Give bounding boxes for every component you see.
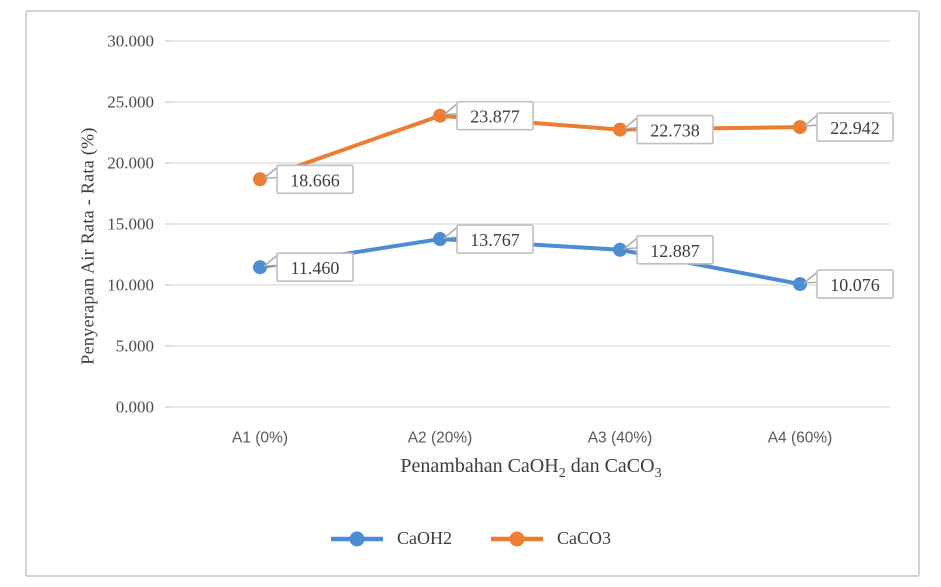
y-gridlines: 0.000 5.000 10.000 15.000 20.000 25.000 30.000 <box>107 32 890 417</box>
data-label: 23.877 <box>470 107 520 127</box>
data-label: 18.666 <box>290 170 340 190</box>
data-label-callout: 10.076 <box>803 269 894 299</box>
callout-box <box>816 269 894 299</box>
data-label: 12.887 <box>650 241 700 261</box>
data-label: 13.767 <box>470 230 520 250</box>
legend-marker-caco3-icon <box>491 531 543 546</box>
y-tick-label: 25.000 <box>107 93 154 112</box>
x-axis-title-text: dan CaCO <box>565 455 655 477</box>
y-tick-label: 5.000 <box>116 337 154 356</box>
x-tick-label: A1 (0%) <box>232 430 288 447</box>
data-point-marker <box>793 120 807 135</box>
data-label-callout: 22.738 <box>623 114 714 145</box>
data-label-callout: 13.767 <box>443 224 534 254</box>
callout-box <box>456 224 534 254</box>
y-tick-label: 30.000 <box>107 32 154 51</box>
x-category-labels: A1 (0%) A2 (20%) A3 (40%) A4 (60%) <box>232 430 832 447</box>
callout-box <box>456 100 534 131</box>
data-label-callout: 22.942 <box>803 112 894 142</box>
callout-box <box>636 234 714 265</box>
y-tick-label: 0.000 <box>116 398 154 417</box>
legend-item-caoh2: CaOH2 <box>330 528 452 549</box>
data-point-marker <box>253 260 267 275</box>
callout-box <box>276 164 354 195</box>
x-tick-label: A4 (60%) <box>768 430 833 447</box>
data-label: 22.738 <box>650 121 700 141</box>
legend-label-caco3: CaCO3 <box>557 528 611 548</box>
callout-box <box>276 252 354 282</box>
callout-box <box>816 112 894 142</box>
x-axis-title: Penambahan CaOH2 dan CaCO3 <box>172 455 890 482</box>
x-axis-title-subscript: 2 <box>558 466 566 481</box>
data-point-marker <box>433 108 447 123</box>
x-axis-title-subscript: 3 <box>654 466 662 481</box>
data-label: 10.076 <box>830 275 880 295</box>
data-label: 11.460 <box>291 258 340 278</box>
data-label-callout: 12.887 <box>623 234 714 265</box>
data-label-callout: 11.460 <box>263 252 354 282</box>
callout-box <box>636 114 714 145</box>
x-axis-title-text: Penambahan CaOH <box>400 455 559 477</box>
data-point-marker <box>253 172 267 187</box>
legend-marker-caoh2-icon <box>331 531 383 546</box>
legend: CaOH2 CaCO3 <box>25 528 916 549</box>
data-point-marker <box>613 122 627 137</box>
data-label: 22.942 <box>830 118 880 138</box>
y-tick-label: 15.000 <box>107 215 154 234</box>
data-label-callout: 18.666 <box>263 164 354 195</box>
legend-label-caoh2: CaOH2 <box>397 528 452 548</box>
data-label-callout: 23.877 <box>443 100 534 131</box>
x-tick-label: A2 (20%) <box>408 430 473 447</box>
data-point-marker <box>793 277 807 292</box>
x-tick-label: A3 (40%) <box>588 430 653 447</box>
y-tick-label: 10.000 <box>107 276 154 295</box>
data-point-marker <box>433 232 447 247</box>
y-tick-label: 20.000 <box>107 154 154 173</box>
data-point-marker <box>613 242 627 257</box>
y-axis-title: Penyerapan Air Rata - Rata (%) <box>77 127 98 365</box>
legend-item-caco3: CaCO3 <box>490 528 611 549</box>
